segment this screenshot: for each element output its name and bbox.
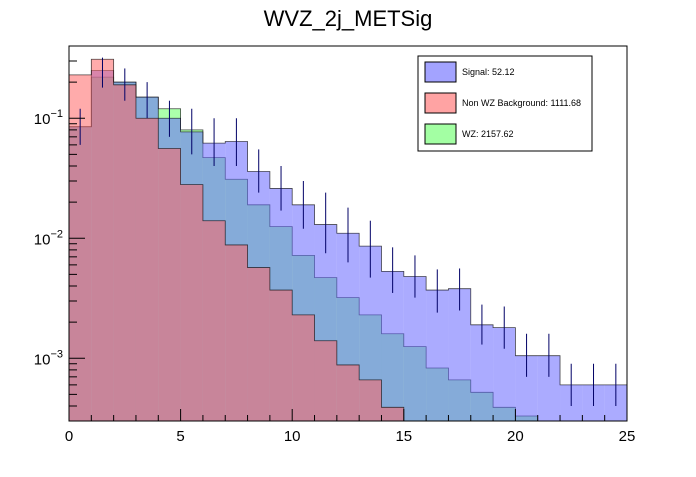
bar xyxy=(269,290,293,421)
bar xyxy=(158,148,181,421)
bar xyxy=(403,276,427,421)
bar xyxy=(493,327,516,421)
bar xyxy=(69,74,92,421)
x-tick-label: 15 xyxy=(395,428,412,445)
error-bars xyxy=(79,57,617,407)
bar xyxy=(359,246,382,421)
y-axis: 10−1 10−2 10−3 xyxy=(34,45,85,422)
histogram-bars xyxy=(68,58,627,422)
x-tick-label: 10 xyxy=(284,428,301,445)
bar xyxy=(426,290,449,421)
bar xyxy=(135,118,159,421)
bar xyxy=(225,244,248,421)
bar xyxy=(381,271,404,421)
x-tick-label: 20 xyxy=(507,428,524,445)
bar xyxy=(381,407,404,421)
bar xyxy=(292,314,315,421)
bar xyxy=(247,267,270,421)
bar xyxy=(202,220,226,421)
x-tick-label: 25 xyxy=(619,428,636,445)
plot-frame xyxy=(68,45,628,422)
bar xyxy=(91,59,114,421)
x-tick-label: 5 xyxy=(176,428,184,445)
bar xyxy=(537,355,561,421)
bar xyxy=(515,355,538,421)
bar xyxy=(314,340,337,421)
x-axis: 0 5 10 15 20 25 xyxy=(65,409,636,445)
legend-label: WZ: 2157.62 xyxy=(462,129,514,139)
legend-swatch xyxy=(424,123,457,145)
bar xyxy=(359,379,382,421)
legend-swatch xyxy=(424,61,457,83)
chart-title: WVZ_2j_METSig xyxy=(264,6,433,31)
legend: Signal: 52.12 Non WZ Background: 1111.68 W… xyxy=(417,55,593,152)
bar xyxy=(470,324,494,421)
legend-swatch xyxy=(424,92,457,114)
bar xyxy=(180,184,203,421)
y-tick-label: 10−3 xyxy=(34,348,63,368)
bar xyxy=(336,364,360,421)
x-tick-label: 0 xyxy=(65,428,73,445)
bar xyxy=(448,288,471,421)
legend-label: Signal: 52.12 xyxy=(462,67,515,77)
y-tick-label: 10−1 xyxy=(34,108,63,128)
bar xyxy=(113,84,136,421)
y-tick-label: 10−2 xyxy=(34,228,63,248)
legend-label: Non WZ Background: 1111.68 xyxy=(462,98,581,108)
